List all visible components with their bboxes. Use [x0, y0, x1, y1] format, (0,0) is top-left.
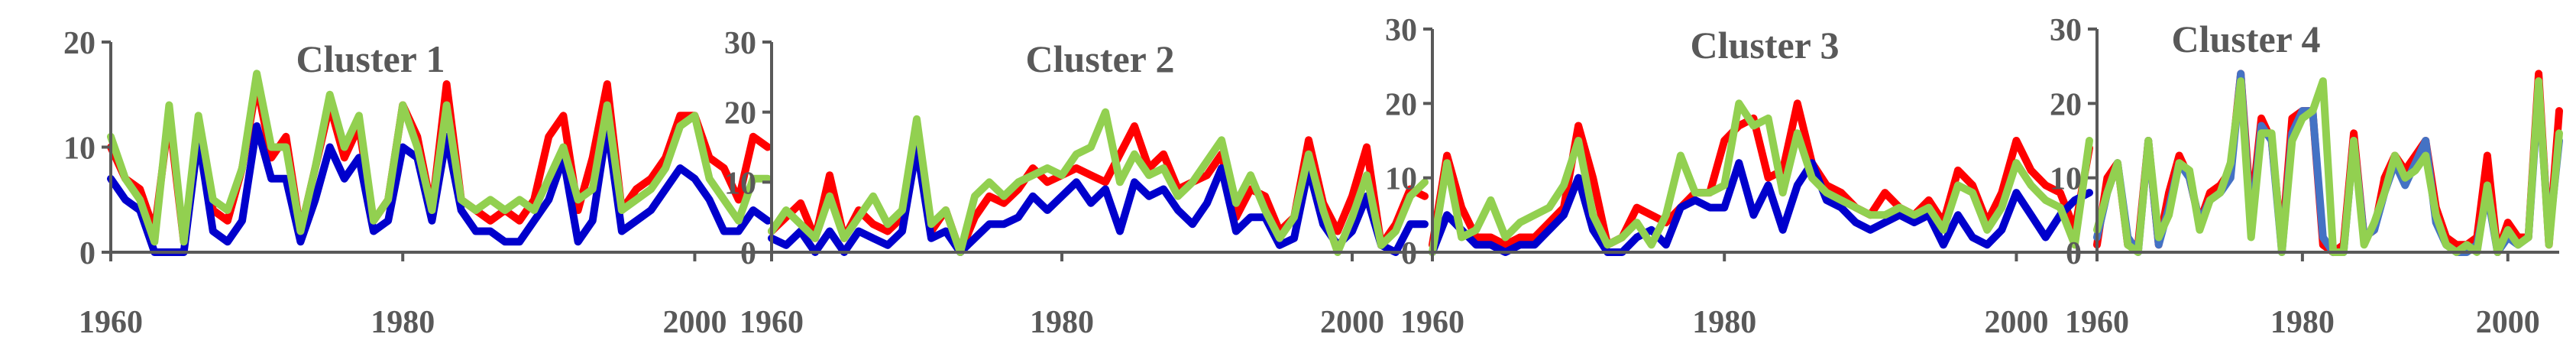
y-tick-label: 10	[63, 131, 95, 167]
x-tick-label: 1980	[2270, 305, 2335, 340]
chart-panel-3: 0 10 20 30 1960 1980 2000 Cluster 3	[1385, 13, 2093, 340]
x-tick-label: 2000	[1984, 305, 2048, 340]
y-tick-label: 10	[2050, 162, 2082, 197]
chart-panel-2: 0 10 20 30 1960 1980 2000 Cluster 2	[724, 26, 1429, 340]
x-tick-label: 1960	[79, 305, 143, 340]
chart-panel-4: 0 10 20 30 1960 1980 2000 Cluster 4	[2050, 13, 2563, 340]
panel-title: Cluster 1	[296, 37, 445, 80]
x-tick-label: 2000	[1320, 305, 1384, 340]
panel-title: Cluster 3	[1691, 24, 1840, 66]
y-tick-label: 0	[79, 236, 95, 271]
x-tick-label: 2000	[662, 305, 727, 340]
y-tick-label: 10	[1385, 162, 1417, 197]
x-tick-label: 1960	[739, 305, 804, 340]
y-tick-label: 10	[724, 166, 756, 201]
series-line-3	[107, 70, 772, 246]
x-tick-label: 1960	[2065, 305, 2129, 340]
y-tick-label: 0	[1401, 236, 1417, 271]
panel-title: Cluster 4	[2172, 18, 2321, 60]
y-tick-label: 0	[740, 236, 756, 271]
y-tick-label: 20	[2050, 87, 2082, 122]
y-tick-label: 30	[1385, 13, 1417, 48]
y-tick-label: 20	[1385, 87, 1417, 122]
panel-title: Cluster 2	[1026, 37, 1175, 80]
y-tick-label: 20	[724, 96, 756, 131]
series-line-3	[1429, 99, 2093, 256]
chart-panel-1: 0 10 20 1960 1980 2000 Cluster 1	[63, 26, 772, 340]
y-tick-label: 30	[2050, 13, 2082, 48]
x-tick-label: 1980	[371, 305, 435, 340]
x-tick-label: 1960	[1400, 305, 1464, 340]
series-line-3	[2093, 77, 2563, 256]
x-tick-label: 2000	[2476, 305, 2540, 340]
y-tick-label: 20	[63, 26, 95, 61]
series-line-3	[768, 108, 1429, 256]
y-tick-label: 30	[724, 26, 756, 61]
x-tick-label: 1980	[1030, 305, 1094, 340]
y-tick-label: 0	[2066, 236, 2082, 271]
x-tick-label: 1980	[1692, 305, 1756, 340]
series-line-2	[1429, 159, 2093, 256]
